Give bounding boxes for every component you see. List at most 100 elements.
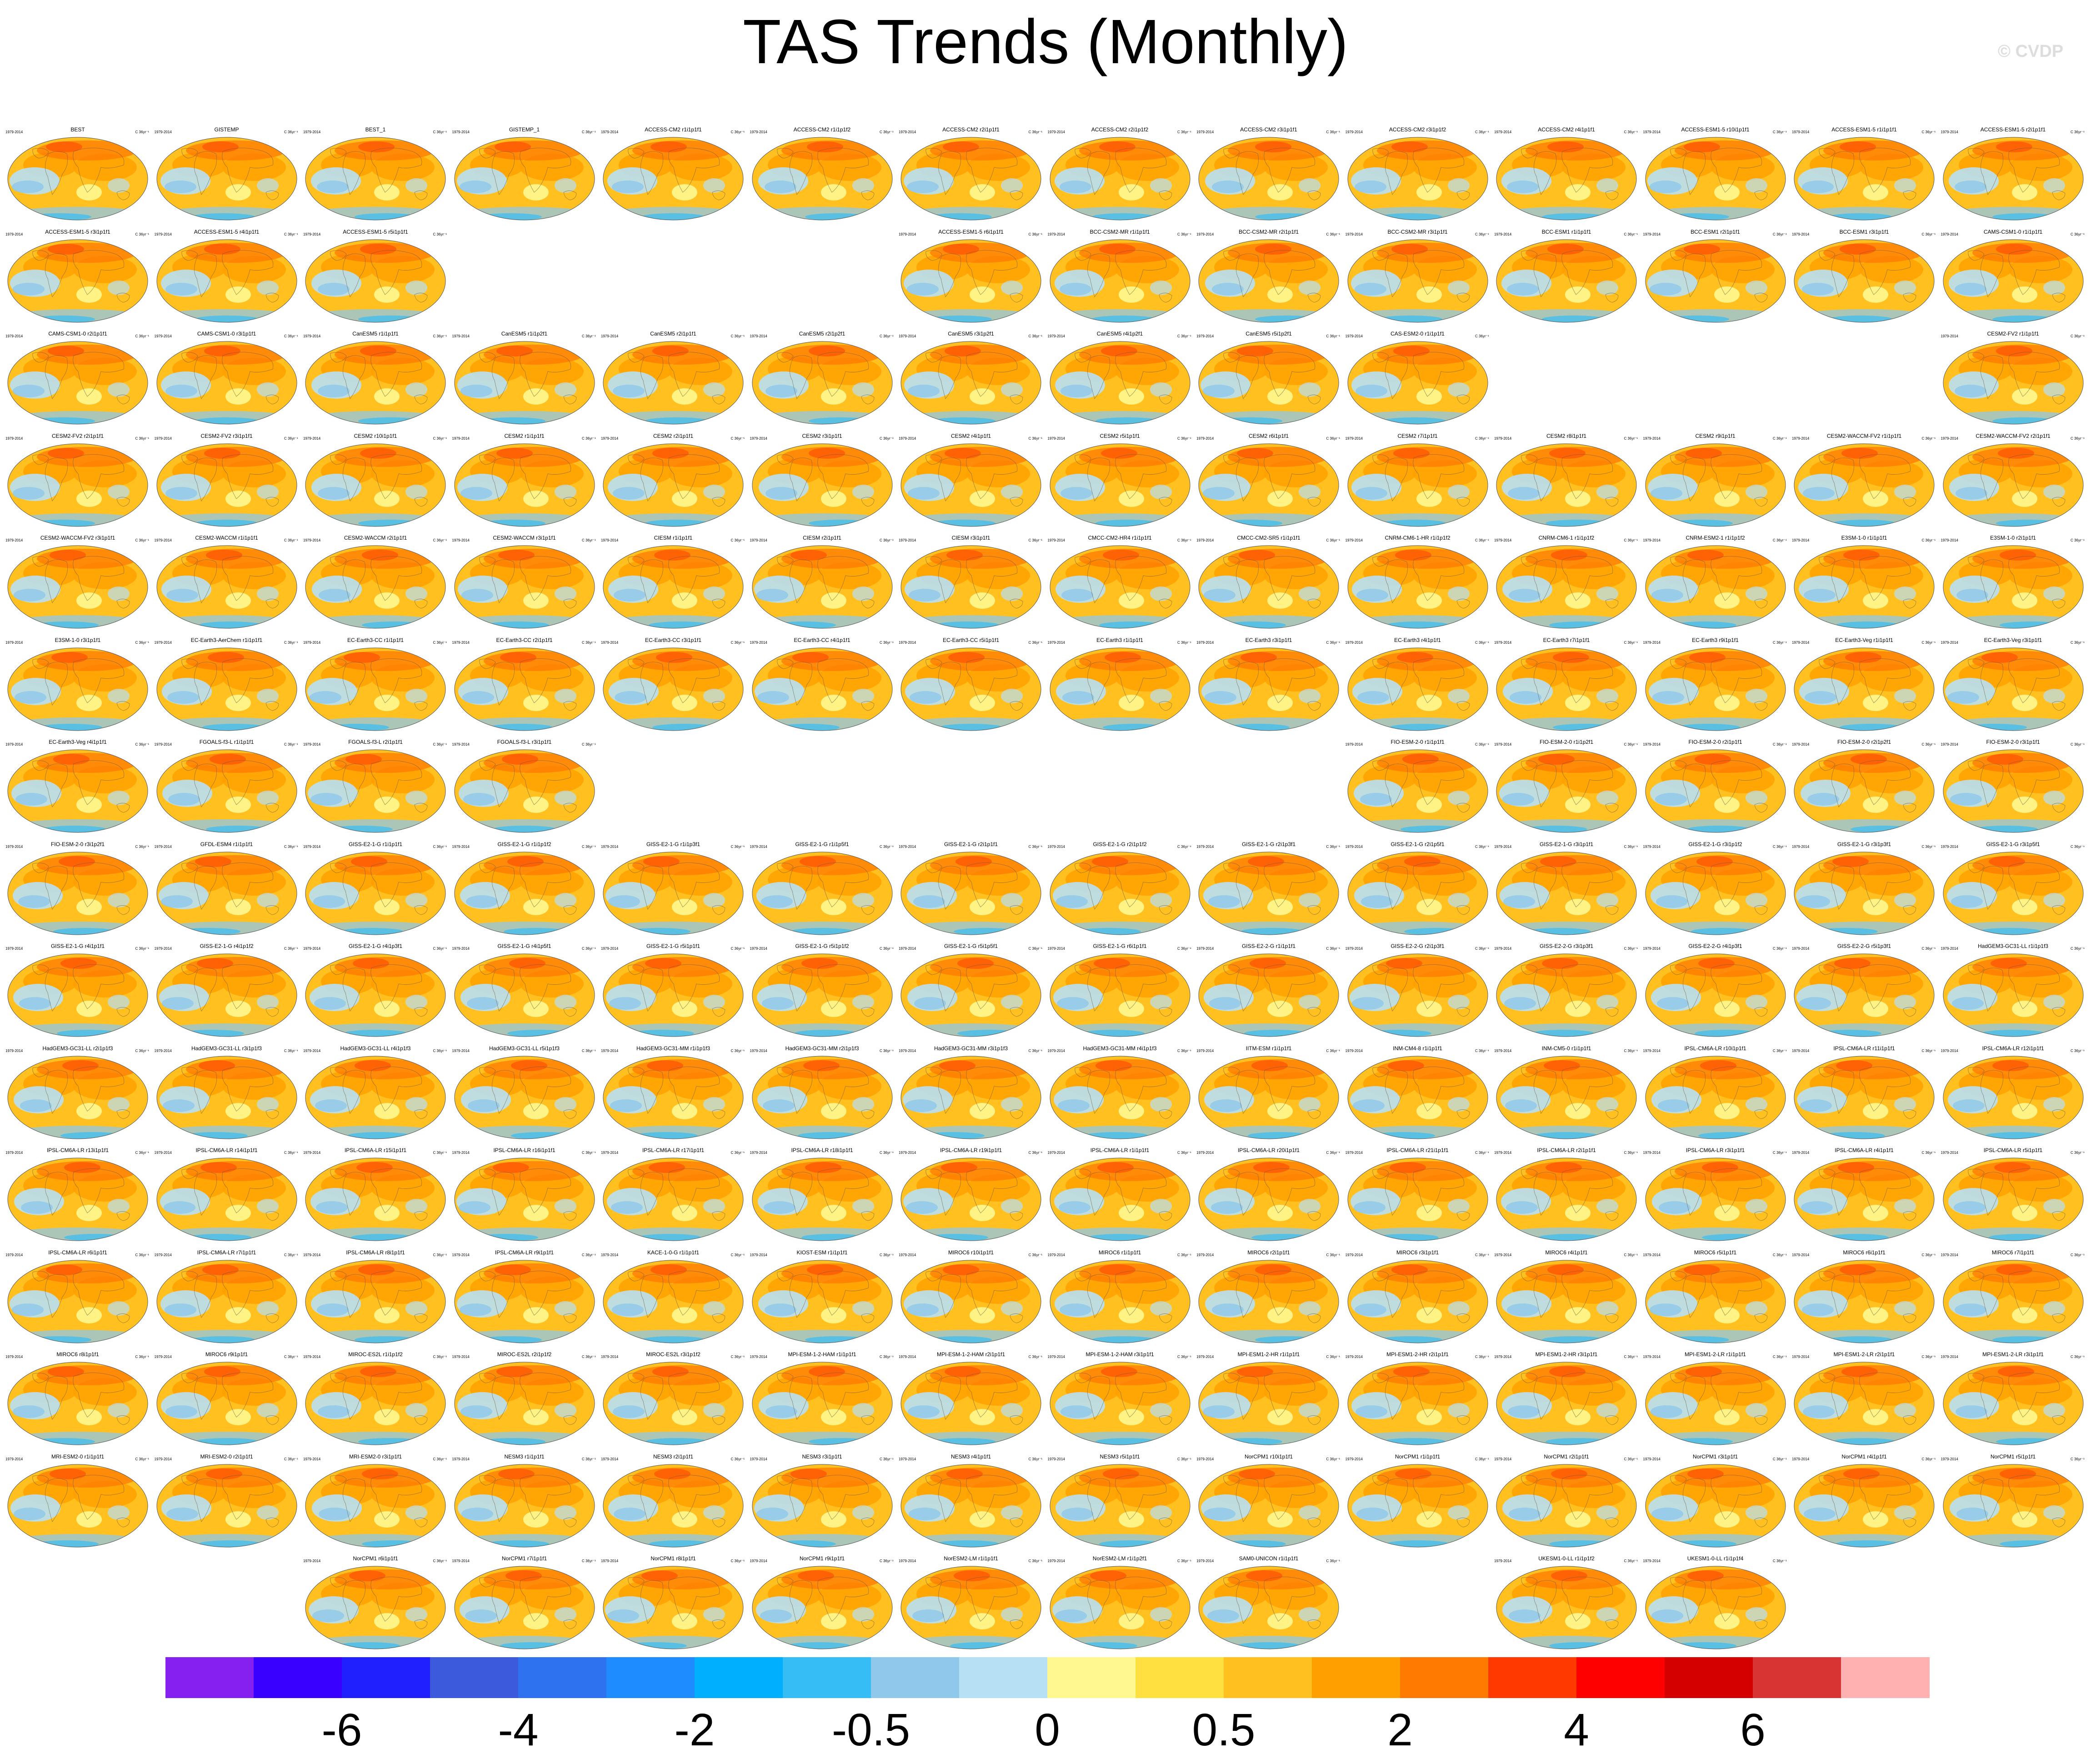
panel-period: 1979-2014 bbox=[1643, 844, 1661, 849]
trend-map bbox=[7, 137, 148, 220]
panel-period: 1979-2014 bbox=[303, 1048, 321, 1053]
panel-period: 1979-2014 bbox=[1792, 130, 1810, 134]
panel-units: C 36yr⁻¹ bbox=[135, 742, 149, 747]
panel-period: 1979-2014 bbox=[303, 947, 321, 951]
panel-title: GISS-E2-1-G r5i1p1f1 bbox=[646, 943, 700, 949]
panel-period: 1979-2014 bbox=[452, 1253, 470, 1257]
panel-title: CanESM5 r4i1p2f1 bbox=[1096, 331, 1143, 337]
panel-period: 1979-2014 bbox=[1792, 640, 1810, 645]
panel-period: 1979-2014 bbox=[1941, 232, 1958, 236]
panel-period: 1979-2014 bbox=[899, 844, 916, 849]
panel-period: 1979-2014 bbox=[1792, 232, 1810, 236]
map-panel: GFDL-ESM4 r1i1p1f1 1979-2014 C 36yr⁻¹ bbox=[155, 841, 299, 936]
panel-title: GISTEMP_1 bbox=[509, 126, 540, 133]
map-panel: KIOST-ESM r1i1p1f1 1979-2014 C 36yr⁻¹ bbox=[750, 1249, 895, 1344]
colorbar-segment bbox=[342, 1657, 430, 1698]
trend-map bbox=[1943, 341, 2083, 425]
map-panel: GISS-E2-2-G r2i1p3f1 1979-2014 C 36yr⁻¹ bbox=[1346, 943, 1490, 1037]
colorbar-segment bbox=[165, 1657, 254, 1698]
map-panel: IPSL-CM6A-LR r20i1p1f1 1979-2014 C 36yr⁻¹ bbox=[1196, 1147, 1341, 1242]
panel-period: 1979-2014 bbox=[1792, 538, 1810, 542]
panel-title: GISS-E2-2-G r3i1p3f1 bbox=[1539, 943, 1594, 949]
trend-map bbox=[454, 647, 595, 731]
trend-map bbox=[454, 545, 595, 629]
panel-period: 1979-2014 bbox=[1643, 232, 1661, 236]
panel-units: C 36yr⁻¹ bbox=[1624, 947, 1638, 951]
map-panel: NorCPM1 r8i1p1f1 1979-2014 C 36yr⁻¹ bbox=[601, 1555, 745, 1650]
panel-title: CIESM r1i1p1f1 bbox=[654, 535, 693, 541]
map-panel: CNRM-CM6-1 r1i1p1f2 1979-2014 C 36yr⁻¹ bbox=[1494, 535, 1639, 629]
panel-units: C 36yr⁻¹ bbox=[1921, 1048, 1936, 1053]
panel-title: CAS-ESM2-0 r1i1p1f1 bbox=[1391, 331, 1445, 337]
map-panel: EC-Earth3 r9i1p1f1 1979-2014 C 36yr⁻¹ bbox=[1643, 637, 1788, 732]
map-panel: FIO-ESM-2-0 r3i1p1f1 1979-2014 C 36yr⁻¹ bbox=[1941, 739, 2086, 833]
panel-title: MPI-ESM1-2-HR r3i1p1f1 bbox=[1535, 1351, 1598, 1358]
panel-period: 1979-2014 bbox=[303, 538, 321, 542]
trend-map bbox=[305, 953, 446, 1037]
map-panel: IPSL-CM6A-LR r21i1p1f1 1979-2014 C 36yr⁻¹ bbox=[1346, 1147, 1490, 1242]
panel-period: 1979-2014 bbox=[1345, 1151, 1363, 1155]
panel-period: 1979-2014 bbox=[452, 1151, 470, 1155]
panel-period: 1979-2014 bbox=[1941, 130, 1958, 134]
map-panel: ACCESS-CM2 r2i1p1f2 1979-2014 C 36yr⁻¹ bbox=[1048, 126, 1192, 221]
panel-units: C 36yr⁻¹ bbox=[1028, 436, 1042, 441]
map-panel: NorCPM1 r3i1p1f1 1979-2014 C 36yr⁻¹ bbox=[1643, 1453, 1788, 1548]
map-panel: FIO-ESM-2-0 r2i1p1f1 1979-2014 C 36yr⁻¹ bbox=[1643, 739, 1788, 833]
trend-map bbox=[305, 443, 446, 526]
panel-title: E3SM-1-0 r2i1p1f1 bbox=[1990, 535, 2036, 541]
panel-period: 1979-2014 bbox=[303, 1355, 321, 1359]
panel-period: 1979-2014 bbox=[154, 1253, 172, 1257]
map-panel: MIROC6 r1i1p1f1 1979-2014 C 36yr⁻¹ bbox=[1048, 1249, 1192, 1344]
panel-units: C 36yr⁻¹ bbox=[284, 232, 298, 236]
trend-map bbox=[1645, 1158, 1786, 1241]
panel-title: CanESM5 r1i1p1f1 bbox=[352, 331, 399, 337]
map-panel: NESM3 r4i1p1f1 1979-2014 C 36yr⁻¹ bbox=[899, 1453, 1043, 1548]
map-panel: CanESM5 r2i1p1f1 1979-2014 C 36yr⁻¹ bbox=[601, 331, 745, 425]
trend-map bbox=[1794, 545, 1935, 629]
panel-title: CanESM5 r1i1p2f1 bbox=[501, 331, 548, 337]
panel-units: C 36yr⁻¹ bbox=[582, 947, 596, 951]
panel-title: EC-Earth3-CC r5i1p1f1 bbox=[942, 636, 1000, 643]
map-panel: MIROC-ES2L r1i1p1f2 1979-2014 C 36yr⁻¹ bbox=[303, 1351, 448, 1446]
map-panel: GISS-E2-1-G r6i1p1f1 1979-2014 C 36yr⁻¹ bbox=[1048, 943, 1192, 1037]
panel-units: C 36yr⁻¹ bbox=[880, 1457, 894, 1461]
panel-title: CESM2 r8i1p1f1 bbox=[1546, 432, 1587, 439]
map-panel: EC-Earth3 r3i1p1f1 1979-2014 C 36yr⁻¹ bbox=[1196, 637, 1341, 732]
map-panel: GISS-E2-1-G r5i1p5f1 1979-2014 C 36yr⁻¹ bbox=[899, 943, 1043, 1037]
map-panel: FIO-ESM-2-0 r1i1p2f1 1979-2014 C 36yr⁻¹ bbox=[1494, 739, 1639, 833]
trend-map bbox=[454, 1056, 595, 1139]
panel-title: EC-Earth3-CC r2i1p1f1 bbox=[496, 636, 553, 643]
trend-map bbox=[1347, 852, 1488, 935]
panel-title: MPI-ESM1-2-HR r2i1p1f1 bbox=[1386, 1351, 1449, 1358]
panel-title: IPSL-CM6A-LR r6i1p1f1 bbox=[48, 1249, 107, 1256]
colorbar-segment bbox=[606, 1657, 695, 1698]
panel-period: 1979-2014 bbox=[1047, 130, 1065, 134]
panel-title: IPSL-CM6A-LR r15i1p1f1 bbox=[344, 1147, 407, 1153]
panel-title: MIROC6 r2i1p1f1 bbox=[1247, 1249, 1290, 1256]
map-panel: CanESM5 r1i1p1f1 1979-2014 C 36yr⁻¹ bbox=[303, 331, 448, 425]
panel-title: CESM2 r4i1p1f1 bbox=[950, 432, 991, 439]
panel-title: ACCESS-CM2 r1i1p1f2 bbox=[793, 126, 851, 133]
panel-units: C 36yr⁻¹ bbox=[1326, 334, 1340, 338]
panel-title: MRI-ESM2-0 r2i1p1f1 bbox=[200, 1453, 253, 1460]
panel-units: C 36yr⁻¹ bbox=[1773, 538, 1787, 542]
panel-units: C 36yr⁻¹ bbox=[1475, 947, 1489, 951]
map-panel: CanESM5 r4i1p2f1 1979-2014 C 36yr⁻¹ bbox=[1048, 331, 1192, 425]
panel-units: C 36yr⁻¹ bbox=[1028, 1355, 1042, 1359]
trend-map bbox=[156, 239, 297, 322]
panel-period: 1979-2014 bbox=[1792, 1457, 1810, 1461]
panel-units: C 36yr⁻¹ bbox=[1028, 947, 1042, 951]
map-panel: NESM3 r1i1p1f1 1979-2014 C 36yr⁻¹ bbox=[452, 1453, 597, 1548]
panel-title: HadGEM3-GC31-MM r1i1p1f3 bbox=[636, 1045, 710, 1052]
panel-period: 1979-2014 bbox=[154, 130, 172, 134]
panel-units: C 36yr⁻¹ bbox=[1028, 1559, 1042, 1563]
panel-units: C 36yr⁻¹ bbox=[1475, 334, 1489, 338]
panel-title: GISS-E2-1-G r5i1p1f2 bbox=[795, 943, 849, 949]
panel-units: C 36yr⁻¹ bbox=[1177, 1253, 1191, 1257]
panel-units: C 36yr⁻¹ bbox=[1921, 844, 1936, 849]
panel-units: C 36yr⁻¹ bbox=[1326, 1048, 1340, 1053]
panel-title: ACCESS-CM2 r3i1p1f2 bbox=[1389, 126, 1446, 133]
panel-title: NorCPM1 r5i1p1f1 bbox=[1990, 1453, 2036, 1460]
map-panel: GISS-E2-2-G r5i1p3f1 1979-2014 C 36yr⁻¹ bbox=[1792, 943, 1936, 1037]
map-panel: FIO-ESM-2-0 r2i1p2f1 1979-2014 C 36yr⁻¹ bbox=[1792, 739, 1936, 833]
